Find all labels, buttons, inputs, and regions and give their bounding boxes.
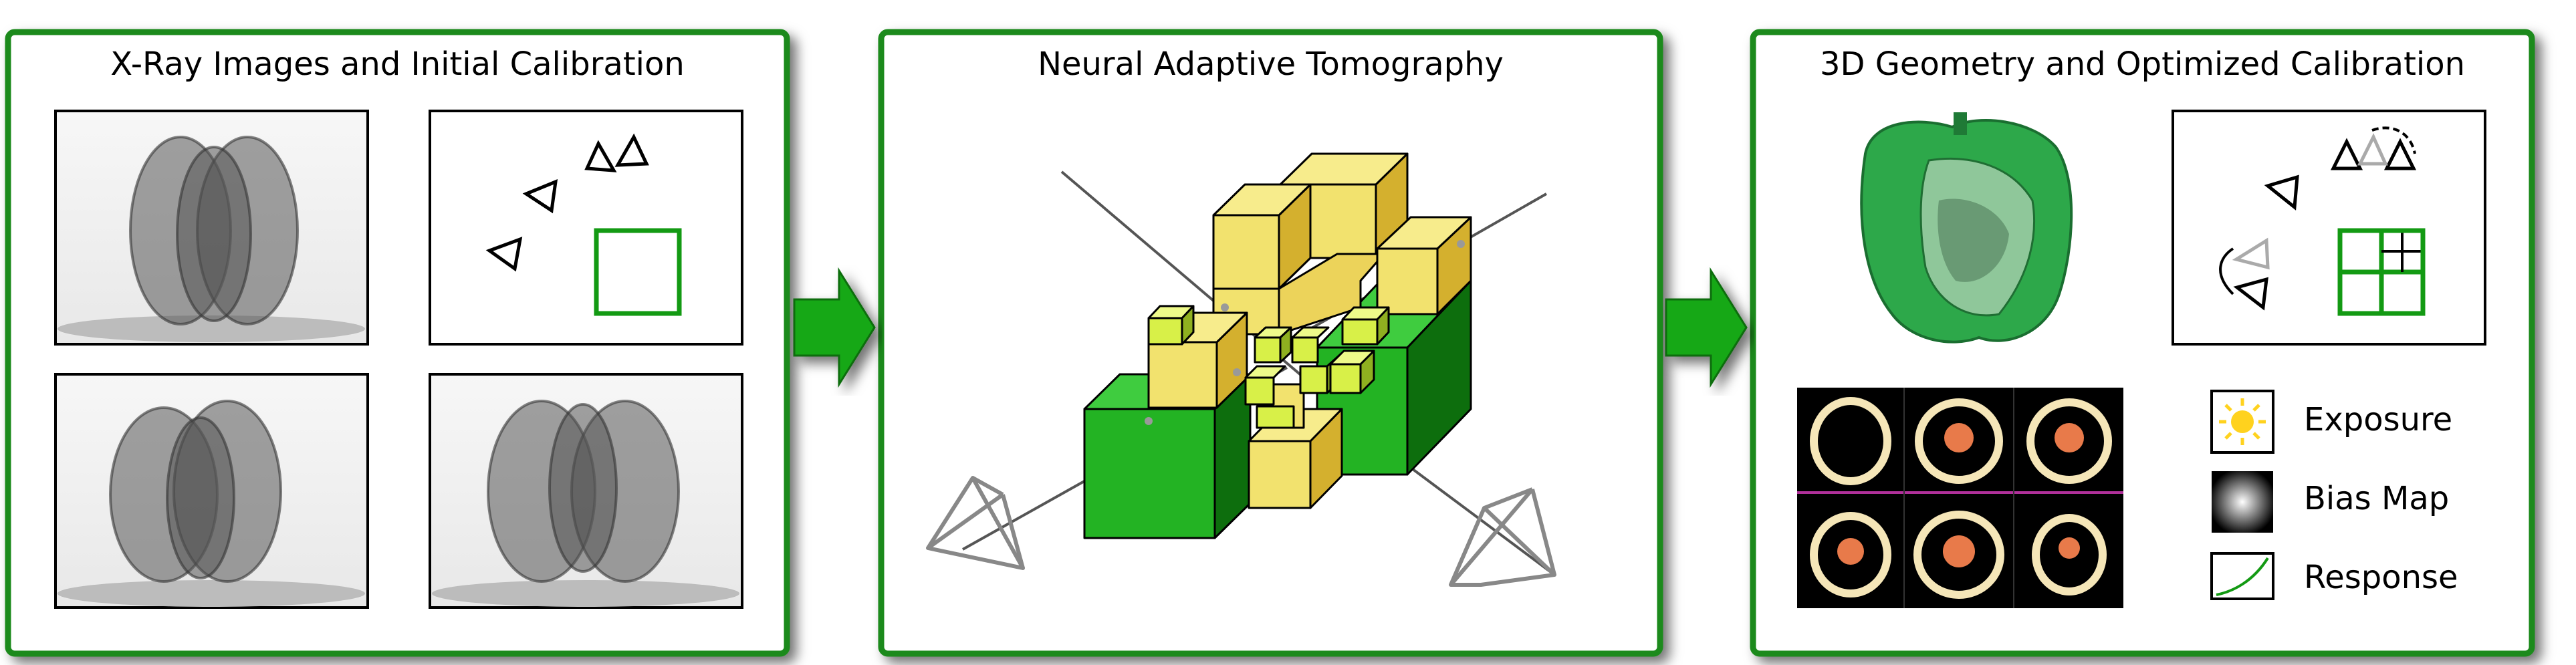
panel-middle-title: Neural Adaptive Tomography [1038,45,1504,83]
cross-section-grid [1797,388,2123,608]
camera-marker [584,140,617,172]
camera-marker-initial [2232,237,2270,270]
bias-map-icon [2212,471,2273,533]
camera-marker [522,179,558,214]
xray-image-3 [429,373,743,609]
camera-pyramid-right [1449,487,1556,587]
legend-bias-map-label: Bias Map [2304,480,2450,517]
camera-marker [614,133,649,167]
reconstructed-pepper [1860,112,2073,344]
arrow-right-2 [1665,267,1748,388]
camera-marker [2233,277,2268,311]
legend-exposure-label: Exposure [2304,401,2453,438]
initial-calibration-box [429,110,743,346]
camera-marker-initial [2357,133,2388,166]
camera-pyramid-left [926,476,1025,570]
panel-right-title: 3D Geometry and Optimized Calibration [1819,45,2466,83]
camera-marker [485,237,523,272]
camera-marker [2383,138,2417,170]
exposure-icon [2210,390,2274,454]
xray-image-2 [54,373,369,609]
legend-response-label: Response [2304,559,2458,596]
panel-left-title: X-Ray Images and Initial Calibration [110,45,685,83]
xray-image-1 [54,110,369,346]
camera-marker [2264,174,2299,211]
tomography-scene [962,152,1556,576]
optimized-calibration-box [2172,110,2486,346]
response-icon [2210,552,2274,600]
camera-marker [2330,138,2363,170]
initial-volume-square [594,228,682,316]
arrow-right-1 [793,267,876,388]
